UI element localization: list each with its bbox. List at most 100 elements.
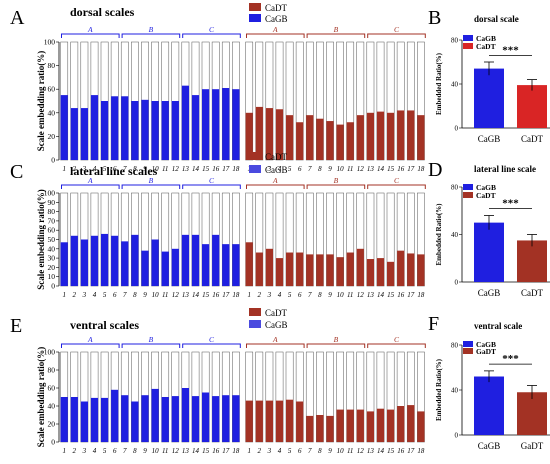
y-tick-label: 70 — [48, 216, 56, 225]
x-tick-label: 8 — [318, 165, 322, 173]
data-bar — [245, 112, 253, 160]
data-bar — [326, 121, 334, 160]
x-tick-label: CaGB — [478, 134, 501, 144]
x-tick-label: 7 — [123, 291, 127, 299]
data-bar — [387, 112, 395, 160]
x-tick-label: 5 — [103, 165, 107, 173]
y-tick-label: 0 — [455, 279, 459, 287]
x-tick-label: 16 — [212, 165, 220, 173]
group-bracket — [121, 184, 181, 189]
significance-marker: *** — [502, 197, 519, 209]
data-bar — [275, 400, 284, 442]
data-bar — [326, 415, 334, 442]
x-tick-label: 12 — [172, 447, 180, 455]
data-bar — [70, 235, 78, 286]
x-tick-label: 9 — [143, 447, 147, 455]
legend-swatch — [463, 348, 473, 354]
x-tick-label: 7 — [123, 165, 127, 173]
data-bar — [265, 400, 273, 442]
x-tick-label: 1 — [247, 291, 251, 299]
x-tick-label: 14 — [377, 447, 385, 455]
data-bar — [222, 88, 230, 160]
x-tick-label: 10 — [152, 447, 160, 455]
group-bracket — [182, 184, 241, 189]
data-bar — [171, 396, 179, 442]
data-bar — [121, 96, 129, 160]
data-bar — [121, 241, 129, 286]
data-bar — [286, 252, 294, 286]
data-bar — [181, 234, 189, 286]
x-tick-label: GaDT — [521, 441, 544, 451]
x-tick-label: 3 — [267, 447, 272, 455]
legend-label: CaDT — [265, 152, 287, 162]
data-bar — [397, 250, 405, 286]
x-tick-label: 2 — [73, 291, 77, 299]
x-tick-label: 16 — [212, 447, 220, 455]
x-tick-label: 1 — [62, 165, 66, 173]
legend-swatch — [249, 14, 261, 22]
legend-label: CaGB — [265, 165, 288, 175]
data-bar — [80, 401, 88, 442]
x-tick-label: 8 — [318, 291, 322, 299]
y-tick-label: 20 — [48, 132, 56, 141]
bracket-label: C — [394, 25, 400, 34]
data-bar — [212, 89, 220, 160]
x-tick-label: 13 — [182, 165, 190, 173]
y-tick-label: 90 — [48, 198, 56, 207]
data-bar — [417, 411, 425, 442]
data-bar — [161, 101, 169, 160]
group-bracket — [182, 33, 241, 38]
x-tick-label: 6 — [298, 447, 302, 455]
x-tick-label: 5 — [288, 447, 292, 455]
legend-swatch — [463, 43, 473, 49]
data-bar — [245, 400, 253, 442]
y-tick-label: 40 — [48, 402, 56, 411]
x-tick-label: 3 — [267, 165, 272, 173]
x-tick-label: 5 — [103, 291, 107, 299]
y-tick-label: 80 — [451, 37, 459, 45]
group-bracket — [246, 343, 305, 348]
x-tick-label: 16 — [397, 447, 405, 455]
data-bar — [212, 234, 220, 286]
x-tick-label: 6 — [113, 447, 117, 455]
data-bar — [232, 89, 240, 160]
y-tick-label: 20 — [48, 420, 56, 429]
x-tick-label: 2 — [73, 447, 77, 455]
data-bar — [417, 254, 425, 286]
x-tick-label: 5 — [288, 291, 292, 299]
y-tick-label: 10 — [48, 272, 56, 281]
data-bar — [90, 95, 99, 160]
x-tick-label: 15 — [202, 447, 210, 455]
data-bar — [356, 115, 364, 160]
panel-letter: D — [428, 159, 442, 181]
data-bar — [60, 95, 68, 160]
x-tick-label: 14 — [377, 165, 385, 173]
x-tick-label: 4 — [278, 447, 282, 455]
x-tick-label: 7 — [123, 447, 127, 455]
data-bar — [306, 115, 314, 160]
legend-swatch — [463, 184, 473, 190]
x-tick-label: 6 — [298, 291, 302, 299]
data-bar — [161, 397, 169, 442]
bracket-label: B — [149, 25, 154, 34]
y-tick-label: 60 — [48, 226, 56, 235]
data-bar — [474, 222, 504, 282]
group-bracket — [61, 33, 120, 38]
x-tick-label: 3 — [82, 165, 87, 173]
data-bar — [60, 397, 68, 442]
bracket-label: A — [272, 25, 278, 34]
y-tick-label: 40 — [451, 231, 459, 239]
x-tick-label: 3 — [82, 447, 87, 455]
data-bar — [171, 248, 179, 286]
data-bar — [255, 106, 263, 160]
data-bar — [346, 122, 354, 160]
data-bar — [316, 254, 324, 286]
y-tick-label: 40 — [48, 244, 56, 253]
x-tick-label: 10 — [337, 447, 345, 455]
x-tick-label: 9 — [143, 291, 147, 299]
data-bar — [336, 124, 344, 160]
x-tick-label: 5 — [103, 447, 107, 455]
x-tick-label: 7 — [308, 165, 312, 173]
data-bar — [90, 397, 99, 442]
legend-label: CaGB — [265, 320, 288, 330]
